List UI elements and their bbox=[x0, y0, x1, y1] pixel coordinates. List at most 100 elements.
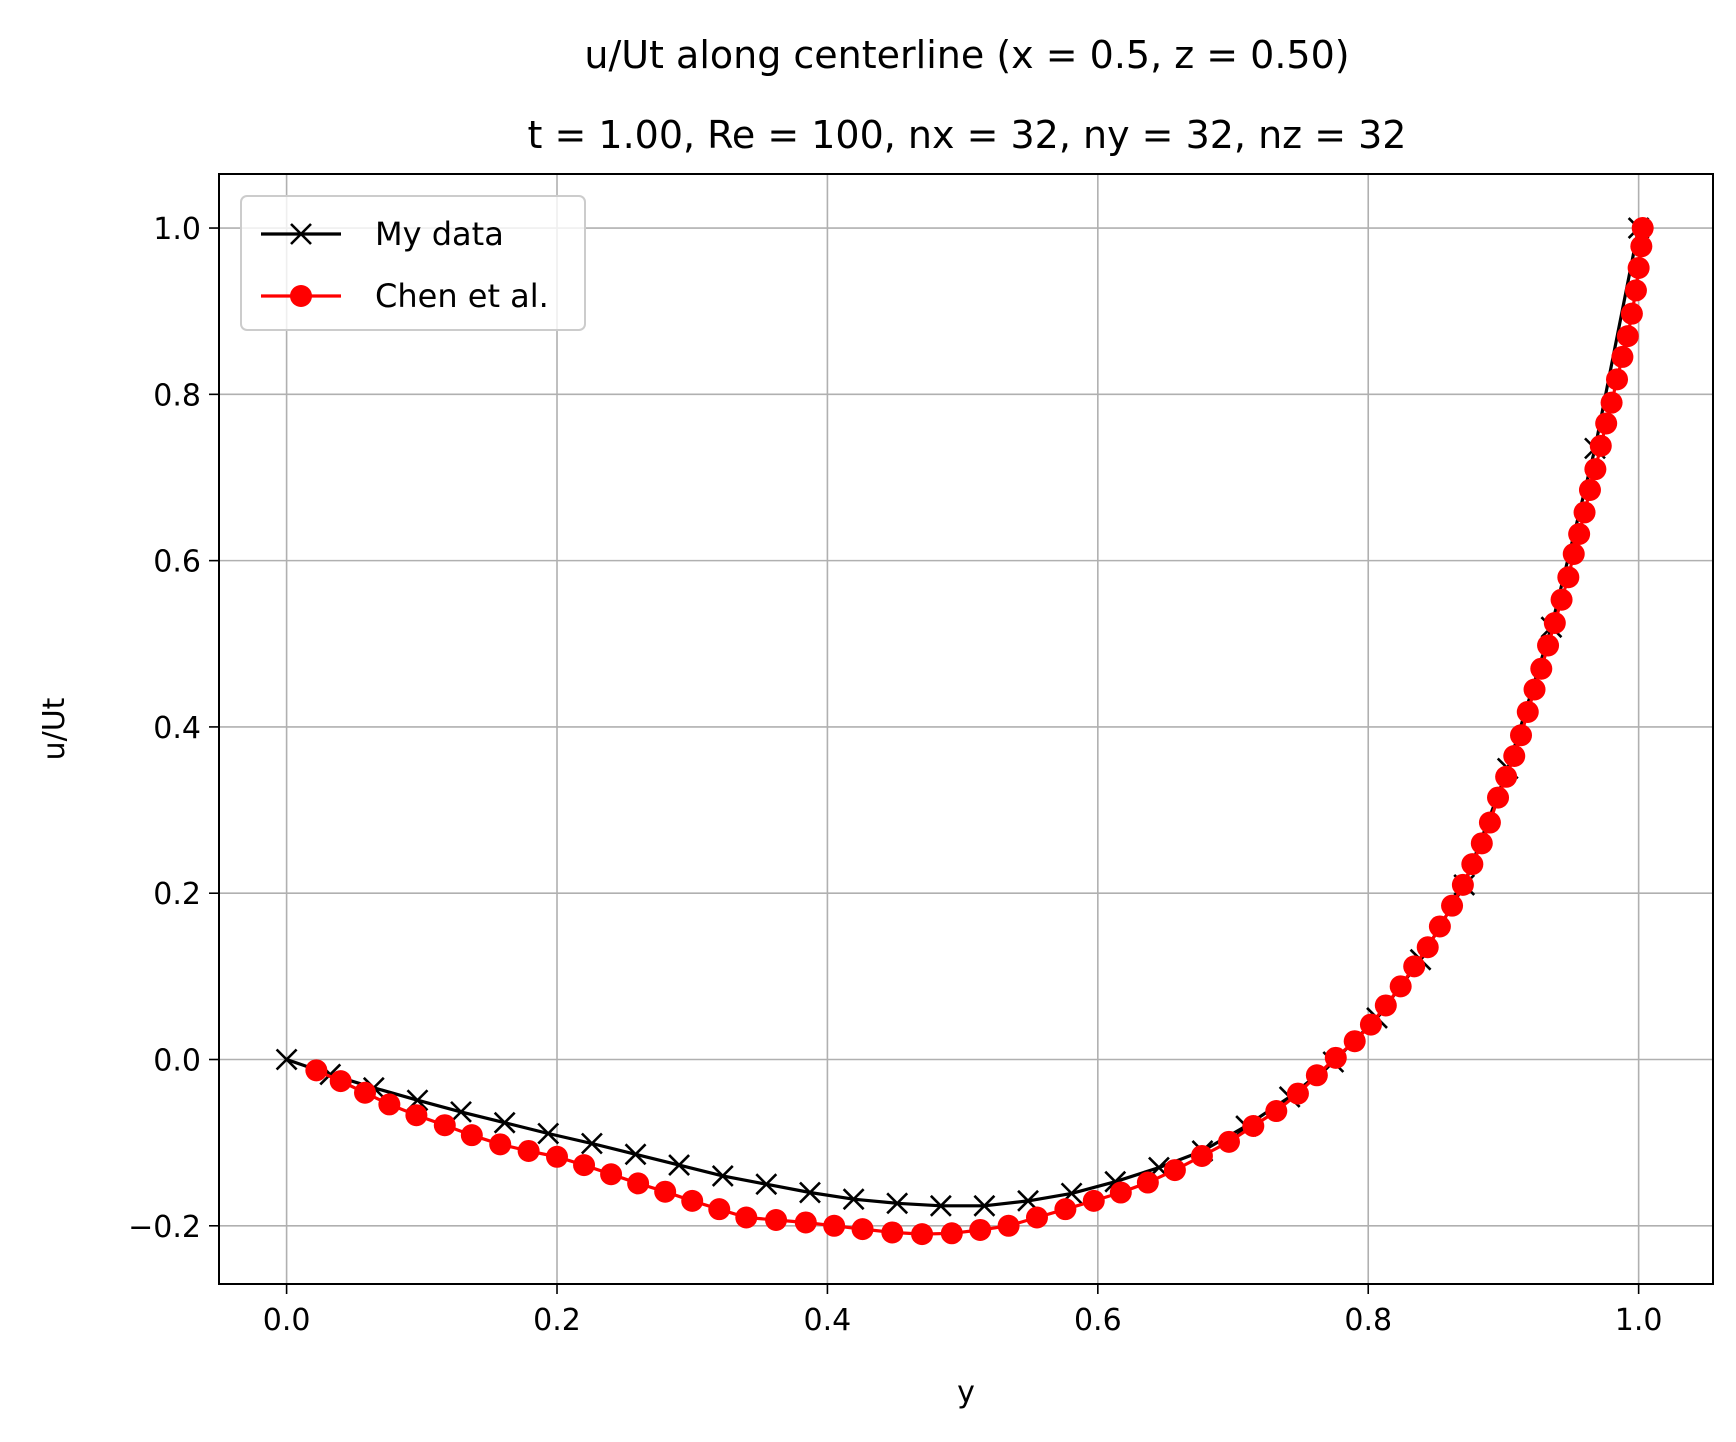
data-point-1 bbox=[668, 1154, 691, 1177]
data-point-2 bbox=[1562, 542, 1585, 565]
data-point-2 bbox=[1163, 1159, 1186, 1182]
data-point-2 bbox=[1190, 1144, 1213, 1167]
y-tick-label: 1.0 bbox=[153, 212, 201, 247]
chart-subtitle: t = 1.00, Re = 100, nx = 32, ny = 32, nz… bbox=[528, 113, 1407, 157]
axes-frame bbox=[218, 173, 1714, 1285]
data-point-2 bbox=[1242, 1115, 1265, 1138]
data-point-2 bbox=[1537, 634, 1560, 657]
data-point-1 bbox=[624, 1143, 647, 1166]
data-point-1 bbox=[711, 1164, 734, 1187]
data-point-2 bbox=[1217, 1130, 1240, 1153]
data-point-2 bbox=[1025, 1206, 1048, 1229]
data-point-1 bbox=[973, 1194, 996, 1217]
y-tick-label: 0.2 bbox=[153, 877, 201, 912]
plot-area bbox=[275, 217, 1654, 1246]
data-point-2 bbox=[1568, 523, 1591, 546]
data-point-2 bbox=[911, 1223, 934, 1246]
data-point-2 bbox=[546, 1145, 569, 1168]
data-point-2 bbox=[997, 1214, 1020, 1237]
legend-marker bbox=[290, 223, 312, 245]
grid bbox=[219, 174, 1713, 1284]
x-tick-label: 0.4 bbox=[804, 1303, 852, 1338]
data-point-2 bbox=[794, 1211, 817, 1234]
data-point-2 bbox=[1403, 955, 1426, 978]
data-point-2 bbox=[1523, 678, 1546, 701]
data-point-2 bbox=[1374, 994, 1397, 1017]
data-point-2 bbox=[1136, 1171, 1159, 1194]
axis-ticks: 0.0 0.2 0.4 0.6 0.8 1.0 −0.2 0.0 0.2 0.4 0.6 0.8 1.0 bbox=[128, 212, 1662, 1338]
data-point-2 bbox=[1428, 915, 1451, 938]
data-point-2 bbox=[1470, 832, 1493, 855]
x-tick-label: 0.0 bbox=[263, 1303, 311, 1338]
data-point-2 bbox=[1606, 368, 1629, 391]
data-point-2 bbox=[1478, 811, 1501, 834]
data-point-2 bbox=[1584, 458, 1607, 481]
data-point-2 bbox=[1441, 894, 1464, 917]
series-group bbox=[275, 217, 1654, 1246]
data-point-2 bbox=[1589, 434, 1612, 457]
legend-label: Chen et al. bbox=[375, 277, 549, 315]
data-point-2 bbox=[1109, 1181, 1132, 1204]
data-point-1 bbox=[493, 1111, 516, 1134]
data-point-1 bbox=[450, 1100, 472, 1123]
data-point-2 bbox=[1557, 566, 1580, 589]
data-point-1 bbox=[799, 1181, 821, 1204]
data-point-2 bbox=[460, 1124, 483, 1147]
x-tick-label: 0.6 bbox=[1074, 1303, 1122, 1338]
data-point-2 bbox=[1600, 391, 1623, 414]
data-point-2 bbox=[1631, 217, 1654, 240]
data-point-2 bbox=[1495, 765, 1518, 788]
data-point-2 bbox=[1416, 936, 1439, 959]
legend: My data Chen et al. bbox=[240, 195, 586, 331]
data-point-2 bbox=[1487, 786, 1510, 809]
data-point-2 bbox=[405, 1104, 428, 1127]
data-point-2 bbox=[1389, 975, 1412, 998]
y-tick-label: 0.6 bbox=[153, 545, 201, 580]
legend-marker bbox=[290, 285, 312, 307]
y-tick-label: 0.0 bbox=[153, 1044, 201, 1079]
data-point-2 bbox=[1305, 1064, 1328, 1087]
data-point-1 bbox=[755, 1173, 778, 1196]
data-point-2 bbox=[1516, 700, 1539, 723]
y-tick-label: 0.4 bbox=[153, 711, 201, 746]
y-tick-label: −0.2 bbox=[128, 1210, 201, 1245]
data-point-2 bbox=[1578, 478, 1601, 501]
x-tick-label: 1.0 bbox=[1615, 1303, 1663, 1338]
data-point-2 bbox=[1343, 1030, 1366, 1053]
data-point-2 bbox=[1359, 1013, 1382, 1036]
data-point-2 bbox=[329, 1070, 352, 1093]
data-point-2 bbox=[1611, 345, 1634, 368]
data-point-2 bbox=[1451, 873, 1474, 896]
data-point-1 bbox=[580, 1132, 603, 1155]
data-point-1 bbox=[537, 1122, 560, 1145]
x-tick-label: 0.2 bbox=[533, 1303, 581, 1338]
y-axis-label: u/Ut bbox=[37, 697, 72, 760]
data-point-2 bbox=[881, 1221, 904, 1244]
data-point-2 bbox=[600, 1163, 623, 1186]
data-point-2 bbox=[1461, 853, 1484, 876]
x-axis-label: y bbox=[957, 1375, 975, 1410]
data-point-2 bbox=[735, 1206, 758, 1229]
data-point-2 bbox=[708, 1198, 731, 1221]
data-point-1 bbox=[842, 1188, 865, 1211]
data-point-2 bbox=[627, 1172, 650, 1195]
data-point-2 bbox=[1286, 1082, 1309, 1105]
chart-title: u/Ut along centerline (x = 0.5, z = 0.50… bbox=[584, 33, 1349, 77]
data-point-2 bbox=[1510, 724, 1533, 747]
data-point-2 bbox=[1054, 1198, 1077, 1221]
data-point-2 bbox=[1543, 611, 1566, 634]
data-point-2 bbox=[1550, 588, 1573, 611]
data-point-1 bbox=[929, 1194, 952, 1217]
data-point-2 bbox=[1265, 1100, 1288, 1123]
data-point-2 bbox=[765, 1208, 788, 1231]
data-point-1 bbox=[275, 1048, 298, 1071]
data-point-2 bbox=[1503, 745, 1526, 768]
data-point-2 bbox=[1616, 325, 1639, 348]
data-point-2 bbox=[489, 1133, 512, 1156]
data-point-2 bbox=[654, 1180, 677, 1203]
y-tick-label: 0.8 bbox=[153, 378, 201, 413]
data-point-2 bbox=[1573, 501, 1596, 524]
data-point-2 bbox=[1530, 657, 1553, 680]
data-point-2 bbox=[573, 1154, 596, 1177]
